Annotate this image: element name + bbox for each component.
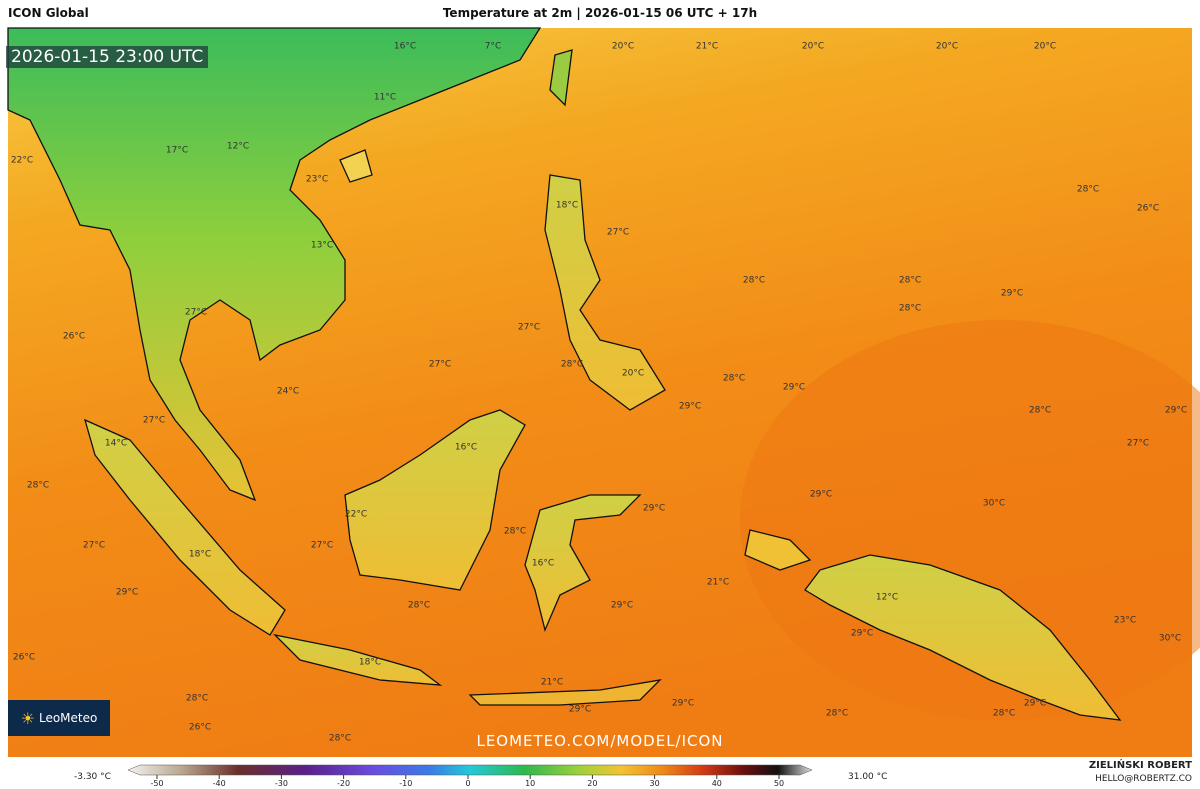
colorbar-tick-label: 10 [525, 779, 535, 788]
temp-label: 28°C [504, 527, 526, 537]
temp-label: 28°C [743, 276, 765, 286]
temp-label: 30°C [1159, 634, 1181, 644]
temp-label: 20°C [936, 42, 958, 52]
temp-label: 18°C [359, 658, 381, 668]
contact: HELLO@ROBERTZ.CO [1095, 774, 1192, 784]
temp-label: 18°C [556, 201, 578, 211]
temp-label: 28°C [993, 709, 1015, 719]
temp-label: 11°C [374, 93, 396, 103]
temp-label: 12°C [227, 142, 249, 152]
colorbar-tick-label: 30 [650, 779, 660, 788]
temp-label: 27°C [83, 541, 105, 551]
colorbar-tick-label: -40 [213, 779, 226, 788]
temp-label: 29°C [851, 629, 873, 639]
temp-label: 27°C [518, 323, 540, 333]
temp-label: 16°C [455, 443, 477, 453]
temp-label: 16°C [394, 42, 416, 52]
timestamp: 2026-01-15 23:00 UTC [6, 46, 209, 68]
temp-label: 27°C [607, 228, 629, 238]
temp-label: 20°C [612, 42, 634, 52]
temp-label: 29°C [1024, 699, 1046, 709]
warm-area [740, 320, 1200, 720]
temp-label: 20°C [622, 369, 644, 379]
temp-label: 23°C [1114, 616, 1136, 626]
temp-label: 14°C [105, 439, 127, 449]
colorbar-tick-label: 50 [774, 779, 784, 788]
temp-label: 28°C [186, 694, 208, 704]
temp-label: 28°C [899, 276, 921, 286]
legend-min: -3.30 °C [74, 772, 111, 782]
temp-label: 28°C [1029, 406, 1051, 416]
temp-label: 27°C [143, 416, 165, 426]
temp-label: 21°C [707, 578, 729, 588]
temp-label: 12°C [876, 593, 898, 603]
temp-label: 24°C [277, 387, 299, 397]
logo-text: LeoMeteo [38, 711, 98, 725]
temp-label: 16°C [532, 559, 554, 569]
temp-label: 13°C [311, 241, 333, 251]
temp-label: 26°C [189, 723, 211, 733]
temp-label: 21°C [696, 42, 718, 52]
temp-label: 29°C [1001, 289, 1023, 299]
temp-label: 29°C [611, 601, 633, 611]
temp-label: 20°C [802, 42, 824, 52]
temp-label: 29°C [643, 504, 665, 514]
temp-label: 17°C [166, 146, 188, 156]
temp-label: 29°C [116, 588, 138, 598]
temp-label: 28°C [561, 360, 583, 370]
temp-label: 29°C [569, 705, 591, 715]
colorbar-tick-label: 20 [587, 779, 597, 788]
colorbar [127, 764, 813, 776]
colorbar-tick-label: -10 [399, 779, 412, 788]
colorbar-tick-label: -20 [337, 779, 350, 788]
temp-label: 26°C [63, 332, 85, 342]
temp-label: 30°C [983, 499, 1005, 509]
temp-label: 29°C [679, 402, 701, 412]
model-name: ICON Global [8, 6, 89, 20]
logo: ☀ LeoMeteo [8, 700, 110, 736]
watermark: LEOMETEO.COM/MODEL/ICON [476, 732, 724, 750]
temp-label: 29°C [810, 490, 832, 500]
colorbar-tick-label: -30 [275, 779, 288, 788]
temp-label: 27°C [1127, 439, 1149, 449]
temp-label: 21°C [541, 678, 563, 688]
land [7, 27, 1122, 721]
temp-label: 20°C [1034, 42, 1056, 52]
temp-label: 29°C [783, 383, 805, 393]
temp-label: 26°C [13, 653, 35, 663]
temp-label: 26°C [1137, 204, 1159, 214]
temp-label: 28°C [27, 481, 49, 491]
temp-label: 28°C [899, 304, 921, 314]
temp-label: 27°C [311, 541, 333, 551]
temp-label: 29°C [672, 699, 694, 709]
temp-label: 22°C [11, 156, 33, 166]
temp-label: 22°C [345, 510, 367, 520]
temp-label: 7°C [485, 42, 502, 52]
colorbar-tick-label: 40 [712, 779, 722, 788]
temp-label: 28°C [408, 601, 430, 611]
temp-label: 28°C [826, 709, 848, 719]
temp-label: 27°C [185, 308, 207, 318]
temp-label: 29°C [1165, 406, 1187, 416]
temp-label: 27°C [429, 360, 451, 370]
temp-label: 23°C [306, 175, 328, 185]
temp-label: 28°C [723, 374, 745, 384]
temp-label: 28°C [1077, 185, 1099, 195]
temp-label: 28°C [329, 734, 351, 744]
colorbar-tick-label: -50 [150, 779, 163, 788]
colorbar-tick-label: 0 [465, 779, 470, 788]
map-title: Temperature at 2m | 2026-01-15 06 UTC + … [442, 6, 758, 20]
legend-max: 31.00 °C [848, 772, 888, 782]
temp-label: 18°C [189, 550, 211, 560]
author: ZIELIŃSKI ROBERT [1088, 760, 1192, 771]
